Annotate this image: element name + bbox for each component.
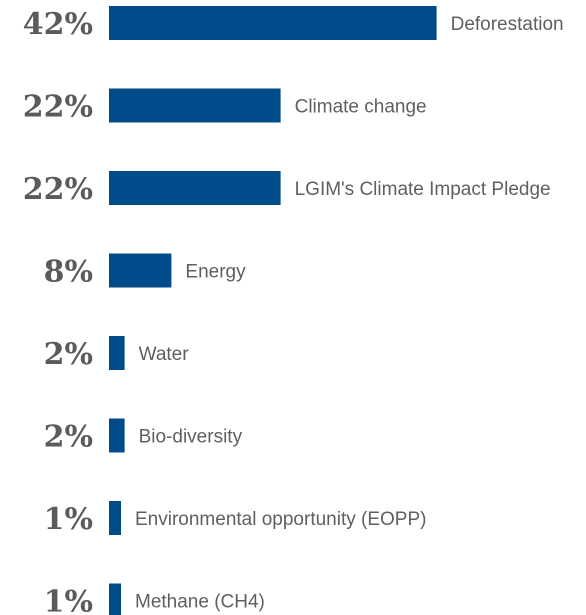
bar-category-label: Energy bbox=[185, 262, 246, 283]
bar bbox=[109, 418, 125, 453]
bar-value-label: 1% bbox=[44, 585, 93, 615]
bar bbox=[109, 253, 172, 288]
bar-value-label: 22% bbox=[23, 90, 93, 125]
bar-value-label: 1% bbox=[44, 502, 93, 537]
bar-category-label: Deforestation bbox=[451, 14, 564, 35]
bar bbox=[109, 88, 281, 123]
bar-value-label: 42% bbox=[23, 7, 93, 42]
bar-value-label: 2% bbox=[44, 420, 93, 455]
bar bbox=[109, 583, 121, 615]
bar-category-label: Climate change bbox=[295, 97, 427, 118]
bar bbox=[109, 336, 125, 370]
bar-value-label: 2% bbox=[44, 337, 93, 372]
bar bbox=[109, 501, 121, 535]
bar-value-label: 8% bbox=[44, 255, 93, 290]
bar bbox=[109, 171, 281, 205]
bar-category-label: Water bbox=[139, 344, 190, 365]
bar bbox=[109, 6, 437, 40]
bar-category-label: Bio-diversity bbox=[139, 427, 243, 448]
bar-category-label: Methane (CH4) bbox=[135, 592, 265, 613]
bar-category-label: LGIM's Climate Impact Pledge bbox=[295, 179, 551, 200]
bar-category-label: Environmental opportunity (EOPP) bbox=[135, 509, 426, 530]
bar-value-label: 22% bbox=[23, 172, 93, 207]
